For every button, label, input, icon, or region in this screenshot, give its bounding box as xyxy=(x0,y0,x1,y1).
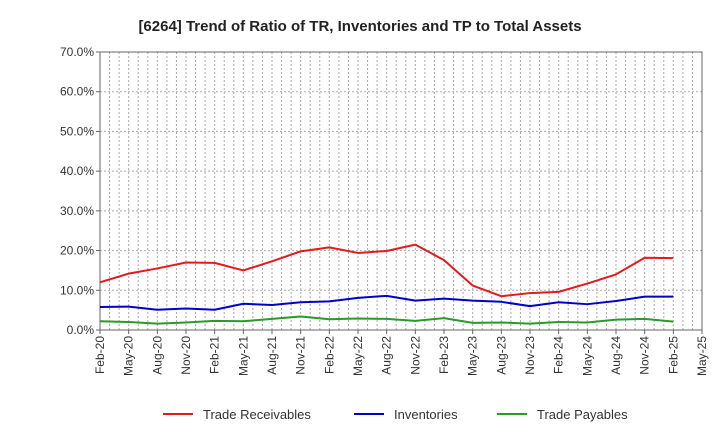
plot-area-frame xyxy=(99,51,703,331)
x-tick-label: Nov-24 xyxy=(638,336,652,375)
y-tick-label: 60.0% xyxy=(60,85,94,99)
y-tick-label: 0.0% xyxy=(67,323,95,337)
x-tick-label: May-23 xyxy=(466,336,480,376)
legend-label-3: Trade Payables xyxy=(537,407,628,422)
x-tick-label: Aug-24 xyxy=(609,336,623,375)
legend-label-2: Inventories xyxy=(394,407,458,422)
x-tick-label: Nov-23 xyxy=(523,336,537,375)
y-tick-label: 10.0% xyxy=(60,283,94,297)
x-tick-label: May-21 xyxy=(236,336,250,376)
series-line-3 xyxy=(99,315,674,325)
x-tick-label: Feb-22 xyxy=(322,336,336,374)
x-tick-label: Feb-20 xyxy=(93,336,107,374)
x-tick-label: May-25 xyxy=(695,336,709,376)
y-tick-label: 40.0% xyxy=(60,164,94,178)
series-line-2 xyxy=(99,294,674,311)
y-tick-label: 70.0% xyxy=(60,45,94,59)
series-line-1 xyxy=(99,243,674,298)
x-tick-label: May-22 xyxy=(351,336,365,376)
x-tick-label: Aug-22 xyxy=(380,336,394,375)
legend-label-1: Trade Receivables xyxy=(203,407,311,422)
x-tick-label: May-20 xyxy=(122,336,136,376)
series-group xyxy=(99,243,674,325)
x-tick-label: Feb-24 xyxy=(552,336,566,374)
x-tick-label: Nov-21 xyxy=(294,336,308,375)
x-tick-label: Nov-20 xyxy=(179,336,193,375)
y-tick-label: 30.0% xyxy=(60,204,94,218)
chart-title: [6264] Trend of Ratio of TR, Inventories… xyxy=(138,18,581,35)
y-axis: 0.0% 10.0% 20.0% 30.0% 40.0% 50.0% 60.0% 70.0% xyxy=(60,45,100,337)
x-tick-label: Feb-25 xyxy=(666,336,680,374)
x-tick-label: Aug-21 xyxy=(265,336,279,375)
x-tick-label: Feb-23 xyxy=(437,336,451,374)
x-tick-label: May-24 xyxy=(580,336,594,376)
grid xyxy=(100,51,702,330)
x-tick-label: Nov-22 xyxy=(408,336,422,375)
x-tick-label: Aug-20 xyxy=(150,336,164,375)
x-axis: Feb-20 May-20 Aug-20 Nov-20 Feb-21 May-21 Aug-… xyxy=(93,330,709,376)
y-tick-label: 50.0% xyxy=(60,124,94,138)
x-tick-label: Feb-21 xyxy=(208,336,222,374)
y-tick-label: 20.0% xyxy=(60,244,94,258)
x-tick-label: Aug-23 xyxy=(494,336,508,375)
legend: Trade Receivables Inventories Trade Payabl… xyxy=(163,407,628,422)
